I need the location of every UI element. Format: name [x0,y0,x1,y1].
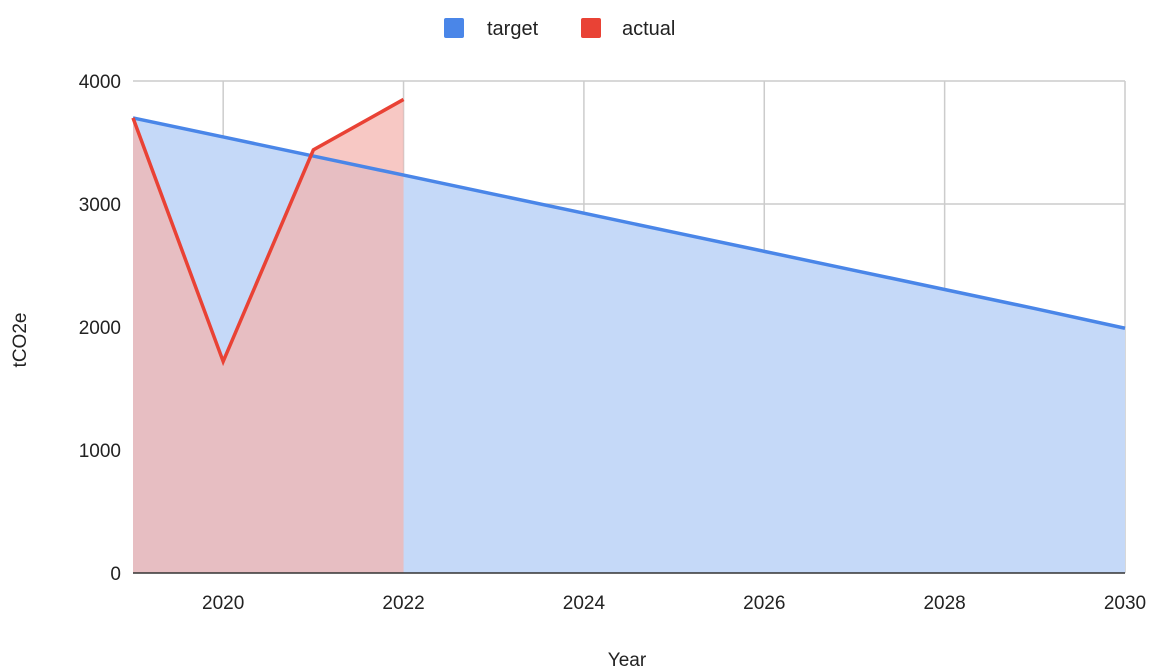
axes: 0 1000 2000 3000 4000 2020 2022 2024 2026 2028 203… [79,72,1146,614]
x-tick-label-2028: 2028 [923,593,965,614]
area-actual [133,99,404,573]
line-actual [131,97,405,367]
legend-swatch-target [444,18,464,38]
series-lines [131,97,1126,367]
x-tick-label-2030: 2030 [1104,593,1146,614]
line-target [132,116,1126,330]
y-axis-title: tCO2e [10,313,31,368]
y-tick-label-1000: 1000 [79,441,121,462]
x-tick-label-2020: 2020 [202,593,244,614]
legend-label-target: target [487,18,539,40]
x-tick-label-2022: 2022 [382,593,424,614]
legend: target actual [444,18,675,40]
legend-swatch-actual [581,18,601,38]
x-axis-title: Year [608,650,647,669]
y-tick-label-2000: 2000 [79,318,121,339]
x-tick-label-2024: 2024 [563,593,606,614]
y-tick-label-4000: 4000 [79,72,121,93]
y-tick-label-0: 0 [110,564,121,585]
y-tick-label-3000: 3000 [79,195,121,216]
x-tick-label-2026: 2026 [743,593,785,614]
legend-label-actual: actual [622,18,675,40]
area-fills [133,99,1125,574]
